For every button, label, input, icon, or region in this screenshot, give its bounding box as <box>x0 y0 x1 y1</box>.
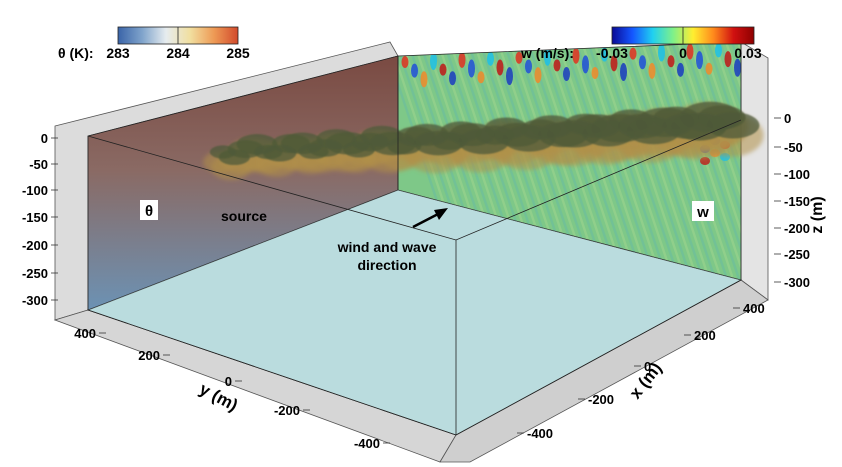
w-colorbar: w (m/s): -0.03 0 0.03 <box>520 26 762 61</box>
box-edge-lower <box>87 279 742 436</box>
z-right-tick: -250 <box>784 247 810 262</box>
right-axis-plate <box>740 41 769 301</box>
direction-label-line1: wind and wave <box>337 239 437 255</box>
direction-arrow-head <box>434 208 448 220</box>
z-right-tick: -300 <box>784 275 810 290</box>
x-tick: 200 <box>694 328 716 343</box>
y-tick: -200 <box>274 403 300 418</box>
z-right-tick: 0 <box>784 111 791 126</box>
x-tick: -400 <box>527 426 553 441</box>
w-label-box <box>692 201 714 221</box>
direction-label-line2: direction <box>357 257 416 273</box>
z-right-tick: -150 <box>784 194 810 209</box>
z-axis-label: z (m) <box>809 196 826 233</box>
y-tick: 400 <box>74 326 96 341</box>
w-colorbar-label: w (m/s): <box>520 45 574 61</box>
theta-tick-283: 283 <box>106 45 130 61</box>
theta-tick-284: 284 <box>166 45 190 61</box>
theta-wall-label: θ <box>145 203 153 220</box>
theta-tick-285: 285 <box>226 45 250 61</box>
z-left-tick: -150 <box>22 210 48 225</box>
x-tick: 0 <box>644 359 651 374</box>
w-tick-neg: -0.03 <box>596 45 628 61</box>
z-left-tick: -100 <box>22 183 48 198</box>
z-left-tick: -200 <box>22 238 48 253</box>
theta-colorbar: θ (K): 283 284 285 <box>58 26 250 61</box>
x-tick: 400 <box>743 301 765 316</box>
y-tick: 200 <box>138 348 160 363</box>
w-tick-pos: 0.03 <box>734 45 761 61</box>
w-wall-label: w <box>696 204 709 221</box>
direction-arrow-shaft <box>412 211 441 229</box>
z-right-tick: -100 <box>784 167 810 182</box>
z-left-tick: 0 <box>41 131 48 146</box>
x-axis: 400 200 0 -200 -400 <box>517 301 765 441</box>
y-tick: 0 <box>225 374 232 389</box>
z-axis-right: 0 -50 -100 -150 -200 -250 -300 <box>774 111 810 290</box>
z-right-tick: -200 <box>784 221 810 236</box>
theta-colorbar-label: θ (K): <box>58 45 94 61</box>
theta-label-box <box>140 200 158 220</box>
plume-isosurface <box>203 101 764 181</box>
z-left-tick: -300 <box>22 293 48 308</box>
z-left-tick: -250 <box>22 266 48 281</box>
front-box-top <box>88 190 741 435</box>
z-right-tick: -50 <box>784 140 803 155</box>
y-axis: 400 200 0 -200 -400 <box>74 326 390 451</box>
z-left-tick: -50 <box>29 157 48 172</box>
y-tick: -400 <box>354 436 380 451</box>
w-tick-zero: 0 <box>679 45 687 61</box>
source-label: source <box>221 208 267 224</box>
z-axis-left: 0 -50 -100 -150 -200 -250 -300 <box>22 131 58 308</box>
x-tick: -200 <box>588 392 614 407</box>
